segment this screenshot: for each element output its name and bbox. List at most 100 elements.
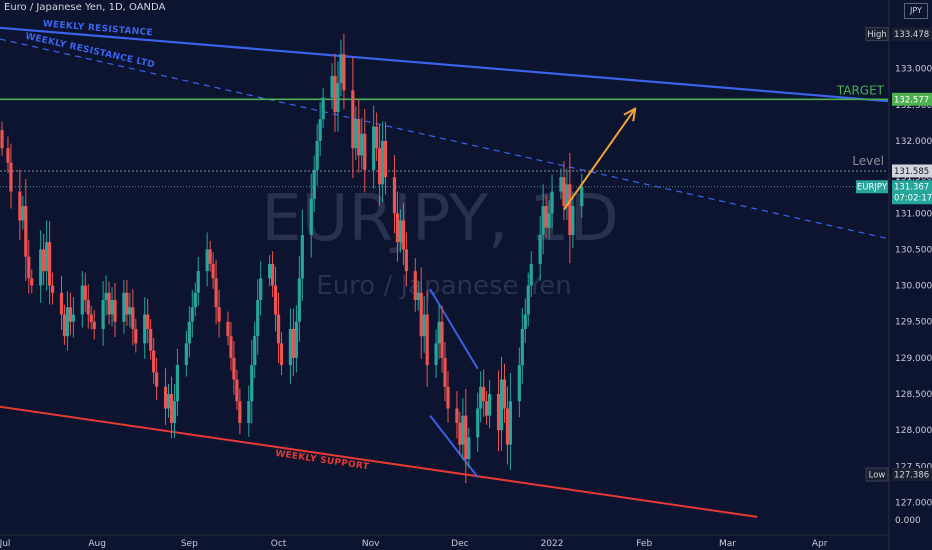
candle-body[interactable] xyxy=(50,285,55,293)
candle-body[interactable] xyxy=(229,336,233,358)
candle-body[interactable] xyxy=(529,263,533,286)
weekly-resistance-ltd-line[interactable] xyxy=(0,38,889,240)
candle-body[interactable] xyxy=(211,263,215,279)
candle-body[interactable] xyxy=(235,379,239,402)
candle-body[interactable] xyxy=(18,191,22,221)
candle-body[interactable] xyxy=(270,263,275,286)
candle-body[interactable] xyxy=(9,162,13,192)
candle-body[interactable] xyxy=(107,292,111,315)
candle-body[interactable] xyxy=(291,328,295,358)
candle-body[interactable] xyxy=(413,271,417,301)
candle-body[interactable] xyxy=(333,75,337,113)
candle-body[interactable] xyxy=(339,54,343,84)
candle-body[interactable] xyxy=(383,140,388,178)
candle-body[interactable] xyxy=(276,314,281,344)
candle-body[interactable] xyxy=(39,249,43,286)
candle-body[interactable] xyxy=(425,314,429,366)
candle-body[interactable] xyxy=(62,314,67,337)
candle-body[interactable] xyxy=(360,133,364,156)
candle-body[interactable] xyxy=(523,314,527,329)
candle-body[interactable] xyxy=(550,191,554,214)
candle-body[interactable] xyxy=(378,148,382,185)
candle-body[interactable] xyxy=(6,148,10,163)
candle-body[interactable] xyxy=(422,314,426,337)
candle-body[interactable] xyxy=(163,386,168,409)
candle-body[interactable] xyxy=(455,408,459,423)
candle-body[interactable] xyxy=(238,401,242,423)
candle-body[interactable] xyxy=(342,54,346,91)
candle-body[interactable] xyxy=(134,328,138,344)
candle-body[interactable] xyxy=(541,206,545,235)
level-value-badge-bg[interactable] xyxy=(892,164,932,178)
candle-body[interactable] xyxy=(354,119,358,149)
candle-body[interactable] xyxy=(101,300,105,329)
candle-body[interactable] xyxy=(190,307,194,322)
candle-body[interactable] xyxy=(89,314,93,322)
low-value-badge-bg[interactable] xyxy=(892,468,932,482)
candle-body[interactable] xyxy=(86,300,90,315)
candle-body[interactable] xyxy=(562,177,566,207)
projection-arrow-shaft[interactable] xyxy=(563,107,637,211)
candle-body[interactable] xyxy=(92,321,96,329)
candle-body[interactable] xyxy=(24,206,28,257)
candle-body[interactable] xyxy=(547,213,551,228)
candle-body[interactable] xyxy=(416,292,420,301)
candle-body[interactable] xyxy=(580,186,584,207)
candle-body[interactable] xyxy=(256,300,260,337)
candle-body[interactable] xyxy=(312,169,316,199)
candle-body[interactable] xyxy=(482,386,486,402)
candle-body[interactable] xyxy=(288,328,293,366)
candle-body[interactable] xyxy=(526,285,530,315)
candle-body[interactable] xyxy=(446,386,450,409)
candle-body[interactable] xyxy=(217,307,221,322)
candle-body[interactable] xyxy=(419,292,423,337)
candle-body[interactable] xyxy=(169,394,174,423)
candle-body[interactable] xyxy=(395,213,400,243)
candle-body[interactable] xyxy=(65,307,70,337)
channel-upper-line[interactable] xyxy=(429,288,479,370)
candle-body[interactable] xyxy=(208,249,212,264)
candle-body[interactable] xyxy=(380,140,385,185)
target-value-badge-bg[interactable] xyxy=(892,92,932,106)
candle-body[interactable] xyxy=(193,292,197,308)
candle-body[interactable] xyxy=(318,119,322,141)
candle-body[interactable] xyxy=(375,126,379,149)
candle-body[interactable] xyxy=(297,278,301,322)
candle-body[interactable] xyxy=(330,75,334,98)
candle-body[interactable] xyxy=(404,249,408,272)
weekly-resistance-line[interactable] xyxy=(0,26,889,103)
candle-body[interactable] xyxy=(110,300,114,315)
candle-body[interactable] xyxy=(27,256,31,279)
weekly-support-line[interactable] xyxy=(0,405,758,518)
high-value-badge-bg[interactable] xyxy=(892,27,932,41)
candle-body[interactable] xyxy=(166,394,171,409)
candle-body[interactable] xyxy=(21,206,25,221)
candle-body[interactable] xyxy=(149,328,153,351)
candle-body[interactable] xyxy=(268,263,272,279)
candle-body[interactable] xyxy=(571,206,575,235)
candle-body[interactable] xyxy=(309,198,313,235)
candle-body[interactable] xyxy=(437,321,441,344)
candle-body[interactable] xyxy=(125,292,129,315)
candle-body[interactable] xyxy=(443,357,447,387)
candle-body[interactable] xyxy=(520,328,524,366)
candle-body[interactable] xyxy=(315,140,319,170)
candle-body[interactable] xyxy=(505,408,510,445)
candle-body[interactable] xyxy=(184,343,188,366)
candle-body[interactable] xyxy=(499,379,504,431)
candle-body[interactable] xyxy=(45,242,49,272)
candle-body[interactable] xyxy=(187,321,191,344)
candle-body[interactable] xyxy=(47,242,52,286)
symbol-chip-bg[interactable] xyxy=(856,180,888,194)
candle-body[interactable] xyxy=(321,97,325,120)
candle-body[interactable] xyxy=(434,343,438,366)
candle-body[interactable] xyxy=(131,307,135,329)
candle-body[interactable] xyxy=(538,234,542,264)
candle-body[interactable] xyxy=(30,278,34,286)
candle-body[interactable] xyxy=(476,408,480,438)
candle-body[interactable] xyxy=(205,249,209,272)
candle-body[interactable] xyxy=(80,285,84,315)
candle-body[interactable] xyxy=(488,394,492,416)
candle-body[interactable] xyxy=(68,307,73,322)
candle-body[interactable] xyxy=(336,83,340,113)
